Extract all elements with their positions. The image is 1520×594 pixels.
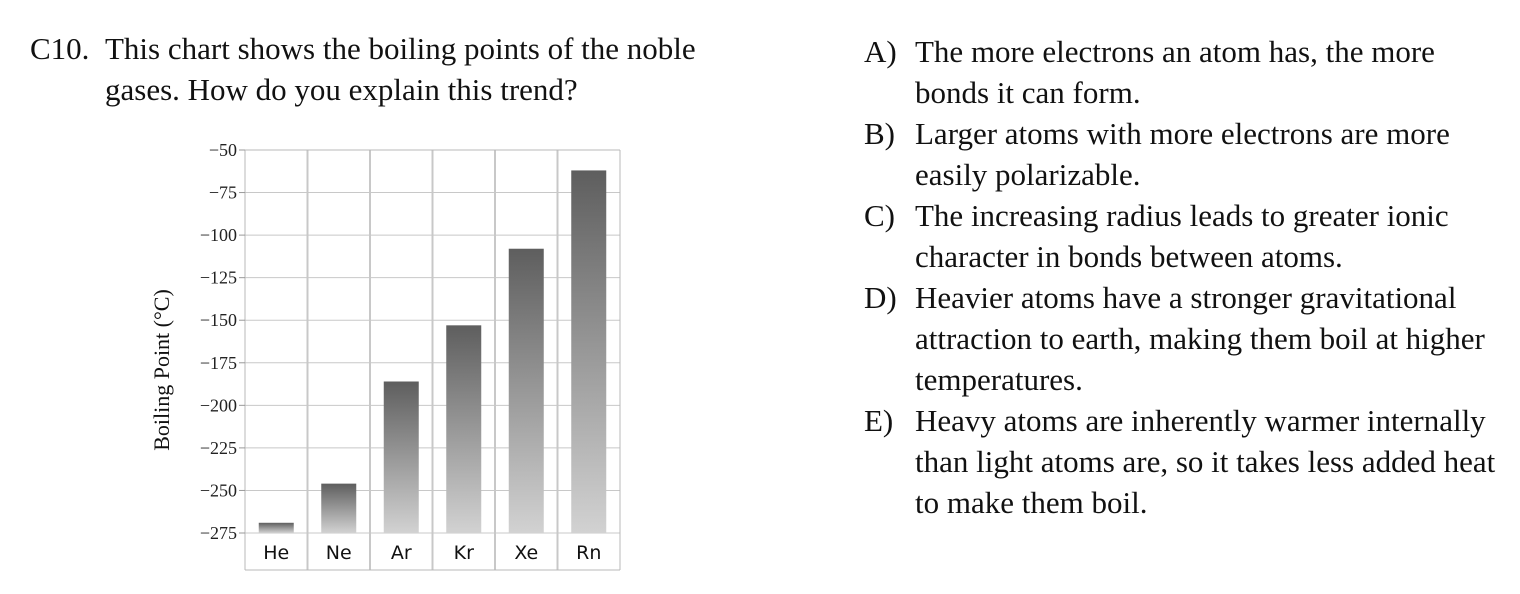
bar-rn xyxy=(571,170,607,533)
y-tick-label: −150 xyxy=(200,310,237,330)
answer-letter: C) xyxy=(864,198,895,233)
chart-bars xyxy=(258,170,607,533)
bar-ar xyxy=(383,381,419,533)
chart-grid xyxy=(244,149,621,571)
answer-text: The more electrons an atom has, the more… xyxy=(915,34,1435,110)
answer-letter: B) xyxy=(864,116,895,151)
category-label: Ne xyxy=(326,542,352,564)
answer-letter: A) xyxy=(864,34,897,69)
y-tick-label: −125 xyxy=(200,268,237,288)
y-tick-label: −250 xyxy=(200,480,237,500)
answer-choices: A) The more electrons an atom has, the m… xyxy=(864,31,1514,523)
answer-letter: D) xyxy=(864,280,897,315)
category-label: Rn xyxy=(576,542,601,564)
category-label: Xe xyxy=(514,542,538,564)
answer-b[interactable]: B) Larger atoms with more electrons are … xyxy=(864,113,1514,195)
answer-d[interactable]: D) Heavier atoms have a stronger gravita… xyxy=(864,277,1514,400)
answer-letter: E) xyxy=(864,403,894,438)
bar-he xyxy=(258,522,294,533)
answer-text: Heavier atoms have a stronger gravitatio… xyxy=(915,280,1485,397)
answer-c[interactable]: C) The increasing radius leads to greate… xyxy=(864,195,1514,277)
bar-kr xyxy=(446,325,482,533)
y-tick-label: −225 xyxy=(200,438,237,458)
category-label: Ar xyxy=(391,542,412,564)
answer-a[interactable]: A) The more electrons an atom has, the m… xyxy=(864,31,1514,113)
answer-text: Larger atoms with more electrons are mor… xyxy=(915,116,1450,192)
question-number: C10. xyxy=(30,31,90,66)
y-tick-label: −275 xyxy=(200,523,237,543)
category-label: He xyxy=(263,542,289,564)
question-text: This chart shows the boiling points of t… xyxy=(105,31,696,107)
answer-text: The increasing radius leads to greater i… xyxy=(915,198,1449,274)
answer-e[interactable]: E) Heavy atoms are inherently warmer int… xyxy=(864,400,1514,523)
y-tick-label: −50 xyxy=(209,140,237,160)
bar-ne xyxy=(321,483,357,533)
y-tick-label: −100 xyxy=(200,225,237,245)
answer-text: Heavy atoms are inherently warmer intern… xyxy=(915,403,1496,520)
y-axis-label: Boiling Point (°C) xyxy=(149,289,174,451)
boiling-point-chart: −50 −75 −100 −125 −150 −175 −200 −225 −250 −275 H… xyxy=(140,136,630,581)
category-labels: He Ne Ar Kr Xe Rn xyxy=(263,542,601,564)
y-tick-label: −175 xyxy=(200,353,237,373)
bar-xe xyxy=(508,248,544,533)
category-label: Kr xyxy=(454,542,474,564)
y-axis-ticks: −50 −75 −100 −125 −150 −175 −200 −225 −250 −275 xyxy=(200,140,245,543)
y-tick-label: −75 xyxy=(209,183,237,203)
y-tick-label: −200 xyxy=(200,395,237,415)
